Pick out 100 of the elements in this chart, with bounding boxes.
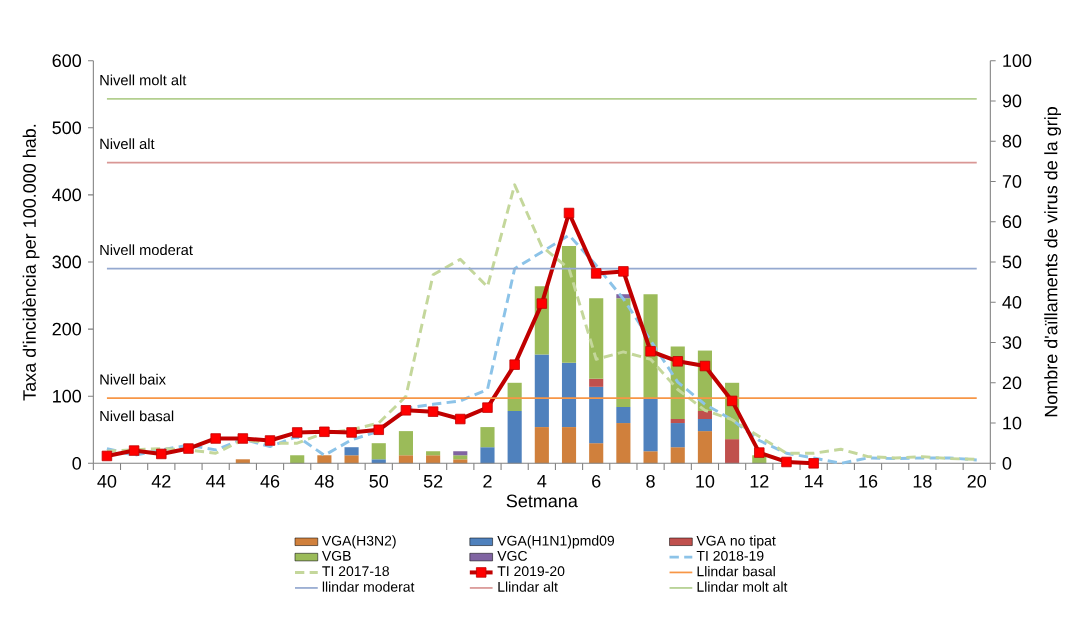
bar: [371, 459, 386, 464]
y-tick-label: 300: [52, 255, 82, 269]
y2-tick-label: 40: [1002, 295, 1022, 309]
legend-label: VGA(H1N1)pmd09: [497, 535, 615, 549]
y2-axis-title: Nombre d'aïllaments de virus de la grip: [1044, 107, 1062, 417]
y2-tick-label: 90: [1002, 94, 1022, 108]
y2-tick-label: 10: [1003, 416, 1022, 430]
bar: [426, 451, 441, 456]
bar: [507, 382, 522, 411]
bar: [453, 459, 468, 464]
x-tick-label: 16: [859, 474, 878, 488]
x-tick-label: 12: [750, 474, 769, 488]
bar: [616, 406, 631, 424]
point: [237, 433, 249, 444]
point: [672, 356, 683, 367]
point: [699, 360, 711, 372]
x-tick-label: 6: [592, 474, 601, 488]
annotation: Nivell baix: [100, 373, 166, 385]
bar: [589, 378, 604, 387]
x-tick-label: 18: [913, 474, 932, 488]
point: [726, 395, 738, 407]
point: [645, 346, 656, 357]
bar: [371, 443, 386, 460]
y-tick-label: 400: [52, 188, 82, 202]
bar: [453, 451, 468, 456]
point: [264, 435, 276, 446]
y-tick-label: 0: [72, 456, 82, 470]
bar: [643, 451, 658, 464]
bar: [589, 443, 604, 464]
x-tick-label: 40: [97, 474, 117, 488]
bar: [670, 447, 685, 464]
y2-tick-label: 60: [1002, 215, 1022, 229]
bar: [589, 298, 604, 379]
x-tick-label: 4: [537, 474, 547, 488]
x-tick-label: 42: [151, 474, 171, 488]
point: [618, 266, 629, 277]
legend-label: VGA no tipat: [696, 535, 776, 549]
bar: [561, 245, 577, 363]
point: [128, 445, 140, 456]
bar: [426, 455, 441, 464]
point: [210, 433, 221, 444]
bar: [697, 419, 712, 432]
annotation: Nivell basal: [100, 410, 174, 422]
y-tick-label: 600: [52, 54, 82, 68]
bar: [480, 447, 495, 464]
bar: [317, 455, 332, 464]
legend-label: Llindar basal: [697, 566, 775, 577]
point: [482, 402, 493, 413]
legend-label: TI 2019-20: [497, 566, 565, 577]
y2-tick-label: 30: [1002, 336, 1022, 349]
y-tick-label: 200: [52, 322, 82, 336]
x-axis-title: Setmana: [506, 494, 578, 508]
y2-tick-label: 20: [1002, 376, 1022, 390]
annotation: Nivell moderat: [100, 244, 193, 256]
point: [509, 359, 520, 370]
point: [183, 443, 194, 454]
bar: [534, 427, 549, 464]
legend-label: Llindar molt alt: [697, 581, 788, 592]
x-tick-label: 44: [206, 474, 226, 488]
point: [427, 406, 439, 417]
bar: [697, 410, 712, 420]
bar: [561, 362, 577, 428]
point: [319, 426, 330, 437]
legend-label: VGB: [321, 550, 351, 561]
legend-label: TI 2017-18: [322, 566, 389, 577]
annotation: Nivell molt alt: [100, 74, 187, 86]
point: [536, 298, 548, 309]
bar: [616, 298, 631, 407]
x-tick-label: 20: [967, 474, 987, 488]
bar: [344, 447, 359, 456]
annotation: Nivell alt: [100, 138, 155, 150]
point: [754, 447, 765, 458]
point: [591, 268, 602, 279]
point: [346, 427, 357, 438]
bar: [616, 423, 631, 464]
y-tick-label: 500: [52, 121, 82, 135]
point: [563, 207, 575, 219]
point: [101, 450, 113, 462]
x-tick-label: 46: [260, 474, 280, 488]
x-tick-label: 2: [483, 474, 492, 488]
y-tick-label: 100: [53, 389, 82, 403]
y2-tick-label: 100: [1003, 54, 1032, 68]
bar: [344, 455, 359, 464]
y2-tick-label: 70: [1002, 175, 1022, 188]
bar: [725, 439, 740, 464]
legend-label: VGA(H3N2): [321, 535, 396, 549]
bar: [670, 419, 685, 424]
x-tick-label: 8: [646, 474, 655, 488]
bar: [697, 431, 712, 464]
point: [292, 427, 303, 438]
bar: [589, 386, 604, 444]
bar: [398, 431, 413, 456]
bar: [235, 459, 250, 464]
y-axis-title: Taxa d'incidència per 100.000 hab.: [22, 124, 40, 401]
y2-tick-label: 50: [1002, 255, 1022, 269]
bar: [561, 427, 577, 464]
point: [373, 424, 384, 435]
y2-tick-label: 80: [1002, 134, 1022, 148]
point: [808, 458, 819, 469]
point: [400, 405, 412, 416]
